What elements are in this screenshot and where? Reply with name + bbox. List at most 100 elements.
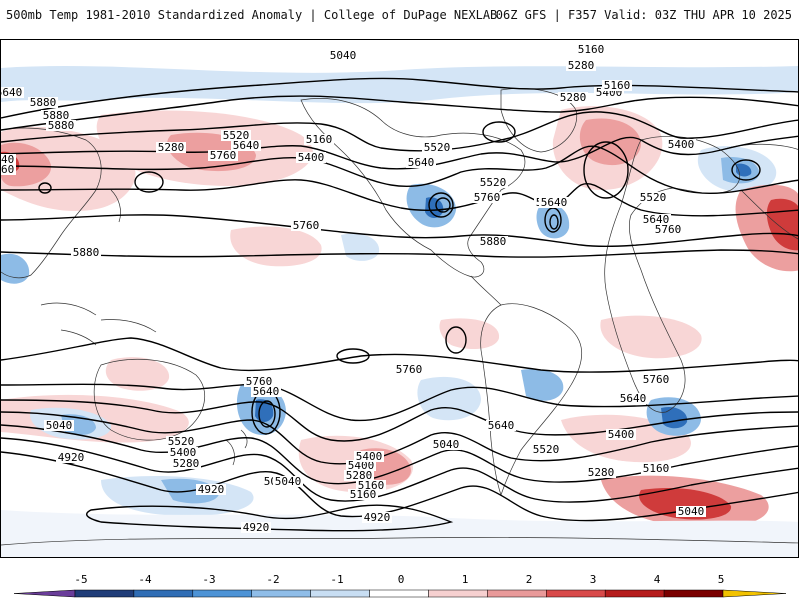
colorbar-segment — [428, 589, 488, 598]
contour-label-bg — [71, 247, 101, 258]
contour-label-bg — [676, 506, 706, 517]
contour-label: 5400 — [356, 450, 383, 463]
contour-label: 4920 — [243, 521, 270, 534]
triangle-right-icon — [722, 589, 787, 598]
contour-label-bg — [156, 142, 186, 153]
contour-label: 5640 — [253, 385, 280, 398]
colorbar-tick-label: 1 — [461, 573, 469, 586]
contour-label: 5760 — [655, 223, 682, 236]
contour-label: 4920 — [198, 483, 225, 496]
contour-label-bg — [221, 130, 251, 141]
contour-label: 5040 — [433, 438, 460, 451]
contour-label: 5520 — [480, 176, 507, 189]
contour-label: 5280 — [568, 59, 595, 72]
contour-label-bg — [431, 439, 461, 450]
colorbar-tick-label: -4 — [138, 573, 152, 586]
map-title: 500mb Temp 1981-2010 Standardized Anomal… — [6, 8, 498, 22]
contour-label: 5280 — [560, 91, 587, 104]
contour-label: 5280 — [173, 457, 200, 470]
colorbar-segment — [487, 589, 547, 598]
contour-label: 5400 — [170, 446, 197, 459]
contour-label-bg — [641, 374, 671, 385]
contour-label-bg — [356, 480, 386, 491]
colorbar-segment — [604, 589, 665, 598]
contour-label-bg — [422, 142, 452, 153]
contour-label: 5640 — [1, 86, 22, 99]
contour-label-bg — [354, 451, 384, 462]
contour-label: 5280 — [588, 466, 615, 479]
triangle-left-icon — [13, 589, 76, 598]
colorbar-scale — [13, 589, 787, 598]
contour-label: 4920 — [364, 511, 391, 524]
contour-label: 5760 — [474, 191, 501, 204]
contour-label: 5280 — [346, 469, 373, 482]
contour-label-bg — [46, 120, 76, 131]
contour-label: 5640 — [233, 139, 260, 152]
contour-label: 5880 — [480, 235, 507, 248]
contour-label: 5040 — [678, 505, 705, 518]
contour-label: 5520 — [168, 435, 195, 448]
contour-label-bg — [28, 97, 58, 108]
colorbar-tick-label: 5 — [717, 573, 725, 586]
contour-label: 5760 — [643, 373, 670, 386]
contour-label: 5160 — [350, 488, 377, 501]
contour-label-bg — [478, 236, 508, 247]
contour-label: 5400 — [298, 151, 325, 164]
contour-label-bg — [539, 197, 569, 208]
colorbar-tick-label: 3 — [589, 573, 597, 586]
contour-label: 5760 — [210, 149, 237, 162]
contour-label: 5640 — [643, 213, 670, 226]
contour-label-bg — [566, 60, 596, 71]
colorbar-segment — [310, 589, 370, 598]
contour-label: 5040 — [330, 49, 357, 62]
contour-label-bg — [362, 512, 392, 523]
contour-label: 5040 — [46, 419, 73, 432]
contour-label-bg — [406, 157, 436, 168]
contour-label-bg — [196, 484, 226, 495]
contour-label: 4920 — [58, 451, 85, 464]
contour-label-bg — [344, 470, 374, 481]
contour-label: 5160 — [643, 462, 670, 475]
colorbar-segment — [192, 589, 252, 598]
contour-label: 5400 — [668, 138, 695, 151]
contour-label-bg — [348, 489, 378, 500]
colorbar-segment — [74, 589, 135, 598]
contour-label: 5640 — [408, 156, 435, 169]
contour-label-bg — [346, 460, 376, 471]
contour-label-bg — [251, 386, 281, 397]
contour-label-bg — [168, 447, 198, 458]
contour-label-bg — [666, 139, 696, 150]
contour-label-bg — [328, 50, 358, 61]
contour-label-bg — [394, 364, 424, 375]
colorbar-tick-label: -5 — [74, 573, 88, 586]
contour-label-bg — [478, 177, 508, 188]
contour-label-bg — [594, 87, 624, 98]
contour-label: 5760 — [396, 363, 423, 376]
contour-label-bg — [241, 522, 271, 533]
contour-label-bg — [586, 467, 616, 478]
contour-label-bg — [208, 150, 238, 161]
contour-label: 5880 — [30, 96, 57, 109]
contour-label: 5640 — [1, 153, 14, 166]
contour-label-bg — [602, 80, 632, 91]
colorbar: -5 -4 -3 -2 -1 0 1 2 3 4 5 — [0, 570, 800, 600]
contour-label-bg — [304, 134, 334, 145]
contour-label-bg — [44, 420, 74, 431]
colorbar-tick-label: -3 — [202, 573, 216, 586]
anomaly-map: 5160528054005520564057605880588058805640… — [0, 39, 799, 558]
contour-label-bg — [1, 87, 24, 98]
contour-label-bg — [231, 140, 261, 151]
colorbar-segment — [663, 589, 724, 598]
contour-label: 5400 — [608, 428, 635, 441]
contour-label: 5160 — [306, 133, 333, 146]
contour-label-bg — [641, 214, 671, 225]
header: 500mb Temp 1981-2010 Standardized Anomal… — [0, 0, 800, 38]
colorbar-segment — [369, 589, 429, 598]
contour-label: 5160 — [578, 43, 605, 56]
contour-label-bg — [291, 220, 321, 231]
contour-label: 5640 — [541, 196, 568, 209]
contour-label: 5400 — [348, 459, 375, 472]
contour-labels: 5160528054005520564057605880588058805640… — [1, 43, 706, 534]
contour-label: 5520 — [424, 141, 451, 154]
contour-label-bg — [56, 452, 86, 463]
